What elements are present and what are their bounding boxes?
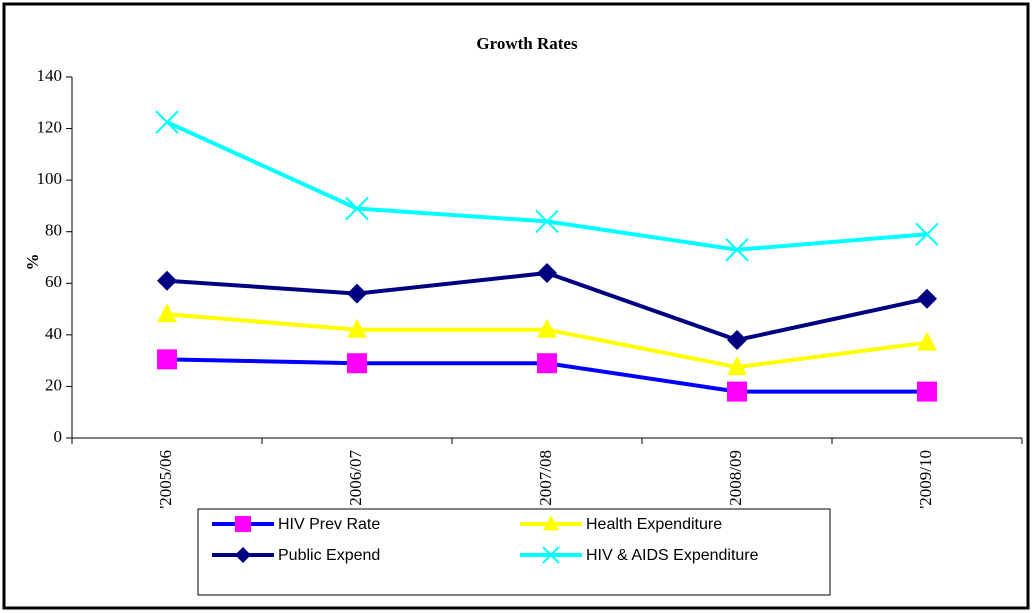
- legend-marker: [543, 515, 559, 531]
- y-tick-label: 0: [54, 427, 63, 446]
- y-tick-label: 20: [45, 375, 62, 394]
- legend-marker: [235, 547, 251, 563]
- x-tick-label: 2006/07: [346, 450, 365, 506]
- marker: [727, 381, 747, 402]
- marker: [917, 331, 937, 351]
- marker: [917, 288, 937, 309]
- x-tick-label: 2008/09: [726, 450, 745, 506]
- marker: [535, 209, 559, 234]
- x-tick-label: '2009/10: [916, 450, 935, 509]
- y-tick-label: 100: [37, 169, 63, 188]
- marker: [727, 356, 747, 376]
- legend-label: Public Expend: [278, 547, 380, 564]
- marker: [345, 196, 369, 221]
- y-tick-label: 120: [37, 117, 63, 136]
- marker: [347, 353, 367, 374]
- marker: [157, 349, 177, 370]
- x-tick-label: '2005/06: [156, 450, 175, 509]
- marker: [727, 330, 747, 351]
- x-tick-label: 2007/08: [536, 450, 555, 506]
- legend-label: Health Expenditure: [586, 516, 722, 533]
- marker: [537, 262, 557, 283]
- marker: [347, 318, 367, 338]
- marker: [347, 283, 367, 304]
- marker: [157, 303, 177, 323]
- marker: [917, 381, 937, 402]
- marker: [725, 238, 749, 262]
- legend-label: HIV Prev Rate: [278, 516, 380, 533]
- legend-label: HIV & AIDS Expenditure: [586, 547, 759, 564]
- y-tick-label: 140: [37, 66, 63, 85]
- legend: [197, 508, 831, 596]
- y-axis-label: %: [23, 254, 42, 271]
- marker: [155, 110, 179, 134]
- y-tick-label: 40: [45, 324, 62, 343]
- marker: [915, 222, 939, 247]
- marker: [157, 270, 177, 291]
- marker: [537, 318, 557, 338]
- marker: [537, 353, 557, 374]
- legend-marker: [235, 516, 251, 532]
- chart-title: Growth Rates: [476, 34, 578, 53]
- y-tick-label: 60: [45, 272, 62, 291]
- y-tick-label: 80: [45, 221, 62, 240]
- legend-marker: [542, 546, 560, 564]
